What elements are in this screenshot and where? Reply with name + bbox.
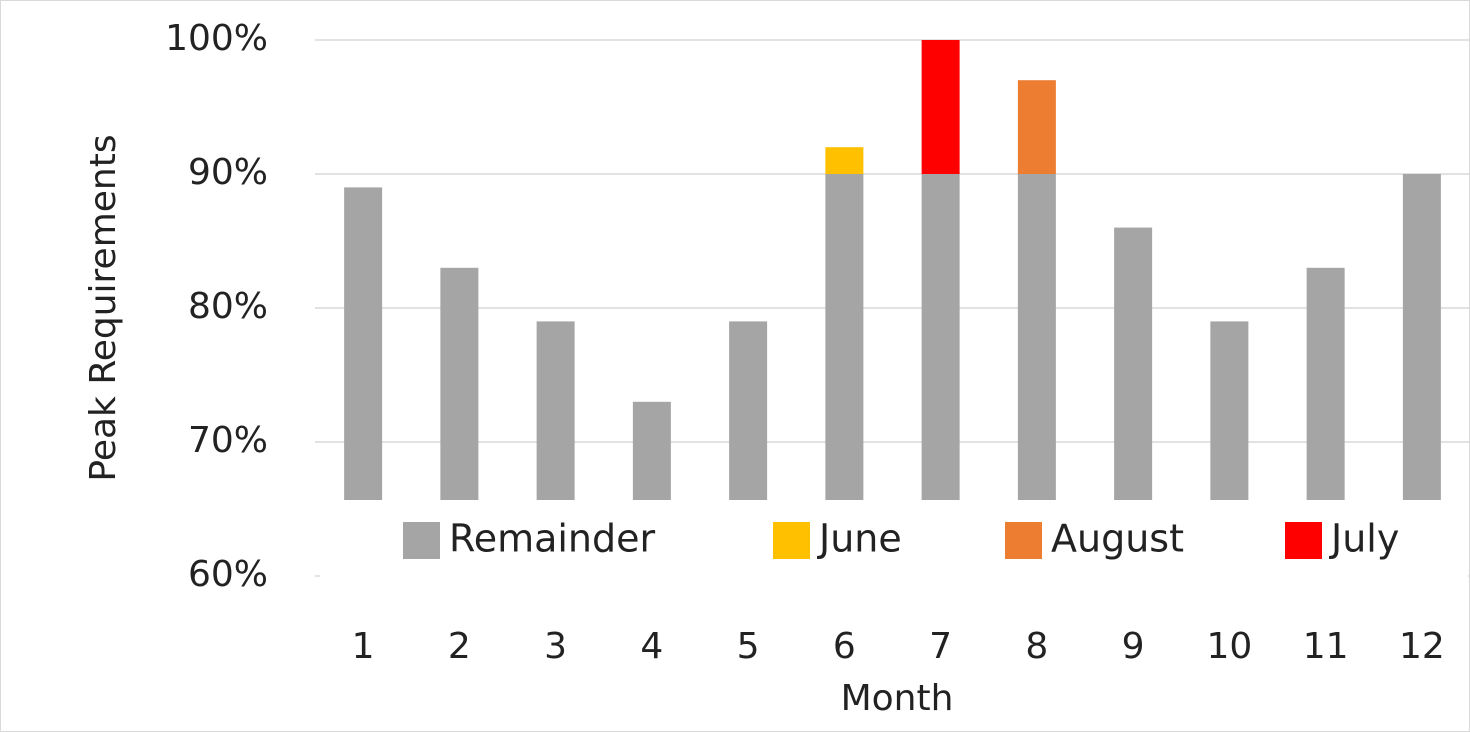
x-tick-label: 11 <box>1303 626 1349 667</box>
x-tick-label: 10 <box>1206 626 1252 667</box>
x-tick-label: 9 <box>1122 626 1145 667</box>
legend-swatch <box>1285 522 1322 559</box>
legend-label: August <box>1051 517 1184 561</box>
x-tick-label: 8 <box>1025 626 1048 667</box>
bar-segment <box>1017 80 1056 174</box>
x-tick-label: 2 <box>448 626 471 667</box>
bar-segment <box>825 147 864 174</box>
x-tick-label: 12 <box>1399 626 1445 667</box>
x-axis-label: Month <box>841 678 954 719</box>
x-tick-label: 7 <box>929 626 952 667</box>
y-tick-label: 90% <box>188 152 268 193</box>
legend-swatch <box>773 522 810 559</box>
legend-swatch <box>1005 522 1042 559</box>
x-tick-label: 6 <box>833 626 856 667</box>
legend-label: June <box>817 517 902 561</box>
x-tick-label: 3 <box>544 626 567 667</box>
legend-swatch <box>403 522 440 559</box>
y-tick-label: 60% <box>188 554 268 595</box>
legend-label: July <box>1329 517 1399 561</box>
y-tick-label: 100% <box>165 18 268 59</box>
y-tick-label: 80% <box>188 286 268 327</box>
legend-background <box>320 500 1468 578</box>
x-tick-label: 5 <box>737 626 760 667</box>
y-tick-label: 70% <box>188 420 268 461</box>
x-tick-label: 1 <box>352 626 375 667</box>
x-tick-label: 4 <box>640 626 663 667</box>
legend-label: Remainder <box>449 517 656 561</box>
bar-segment <box>921 40 960 174</box>
y-axis-label: Peak Requirements <box>83 134 124 481</box>
